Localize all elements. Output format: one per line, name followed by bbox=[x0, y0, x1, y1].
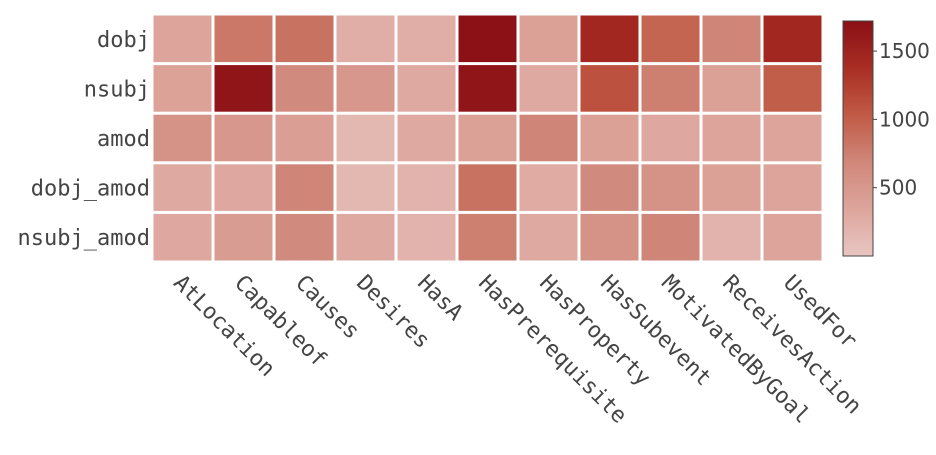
heatmap-cell-dobj_amod-Capableof bbox=[214, 164, 273, 211]
heatmap-cell-nsubj_amod-Desires bbox=[336, 213, 395, 261]
colorbar-tick-label: 500 bbox=[879, 176, 917, 200]
y-tick-label-nsubj: nsubj bbox=[84, 77, 150, 102]
heatmap-cell-dobj-Desires bbox=[336, 15, 395, 63]
heatmap-cell-dobj-ReceivesAction bbox=[702, 15, 761, 63]
heatmap-cell-dobj-HasA bbox=[397, 15, 456, 63]
x-tick-label-HasA: HasA bbox=[412, 271, 467, 326]
heatmap-cell-dobj-HasSubevent bbox=[580, 15, 639, 63]
colorbar-tick-label: 1000 bbox=[879, 107, 930, 131]
heatmap-cell-nsubj-AtLocation bbox=[153, 65, 212, 112]
heatmap-cell-amod-MotivatedByGoal bbox=[641, 114, 700, 162]
heatmap-cell-amod-UsedFor bbox=[763, 114, 822, 162]
heatmap-cell-nsubj_amod-UsedFor bbox=[763, 213, 822, 261]
heatmap-cell-amod-HasPrerequisite bbox=[458, 114, 517, 162]
heatmap-cells bbox=[153, 15, 822, 261]
heatmap-cell-dobj-Capableof bbox=[214, 15, 273, 63]
heatmap-cell-amod-Causes bbox=[275, 114, 334, 162]
heatmap-cell-dobj-UsedFor bbox=[763, 15, 822, 63]
heatmap-cell-dobj_amod-AtLocation bbox=[153, 164, 212, 211]
heatmap-cell-nsubj-MotivatedByGoal bbox=[641, 65, 700, 112]
y-axis-labels: dobj nsubj amod dobj_amod nsubj_amod bbox=[18, 28, 150, 251]
heatmap-cell-dobj-MotivatedByGoal bbox=[641, 15, 700, 63]
heatmap-cell-nsubj-Causes bbox=[275, 65, 334, 112]
colorbar: 500 1000 1500 bbox=[842, 20, 930, 257]
heatmap-cell-dobj_amod-MotivatedByGoal bbox=[641, 164, 700, 211]
heatmap-cell-dobj_amod-HasSubevent bbox=[580, 164, 639, 211]
heatmap-cell-nsubj_amod-HasProperty bbox=[519, 213, 578, 261]
heatmap-cell-dobj-AtLocation bbox=[153, 15, 212, 63]
heatmap-cell-nsubj_amod-HasPrerequisite bbox=[458, 213, 517, 261]
heatmap-cell-nsubj_amod-HasA bbox=[397, 213, 456, 261]
heatmap-cell-nsubj-Capableof bbox=[214, 65, 273, 112]
heatmap-cell-amod-ReceivesAction bbox=[702, 114, 761, 162]
heatmap-cell-dobj_amod-UsedFor bbox=[763, 164, 822, 211]
heatmap-cell-nsubj-HasProperty bbox=[519, 65, 578, 112]
colorbar-gradient bbox=[842, 20, 874, 257]
heatmap-cell-amod-HasSubevent bbox=[580, 114, 639, 162]
heatmap-cell-nsubj-UsedFor bbox=[763, 65, 822, 112]
heatmap-cell-dobj_amod-HasProperty bbox=[519, 164, 578, 211]
heatmap-cell-dobj_amod-Desires bbox=[336, 164, 395, 211]
heatmap-cell-nsubj-HasA bbox=[397, 65, 456, 112]
heatmap-cell-dobj_amod-ReceivesAction bbox=[702, 164, 761, 211]
heatmap-cell-nsubj_amod-MotivatedByGoal bbox=[641, 213, 700, 261]
heatmap-cell-dobj_amod-HasPrerequisite bbox=[458, 164, 517, 211]
heatmap-cell-dobj-HasPrerequisite bbox=[458, 15, 517, 63]
heatmap-cell-nsubj-HasSubevent bbox=[580, 65, 639, 112]
heatmap-cell-amod-HasProperty bbox=[519, 114, 578, 162]
heatmap-cell-nsubj_amod-Capableof bbox=[214, 213, 273, 261]
y-tick-label-dobj_amod: dobj_amod bbox=[31, 177, 150, 202]
heatmap-cell-nsubj_amod-HasSubevent bbox=[580, 213, 639, 261]
heatmap-cell-dobj-Causes bbox=[275, 15, 334, 63]
y-tick-label-amod: amod bbox=[97, 127, 150, 152]
colorbar-tick-label: 1500 bbox=[879, 39, 930, 63]
heatmap-cell-dobj_amod-HasA bbox=[397, 164, 456, 211]
heatmap-cell-amod-Desires bbox=[336, 114, 395, 162]
heatmap-cell-nsubj-ReceivesAction bbox=[702, 65, 761, 112]
heatmap-cell-dobj-HasProperty bbox=[519, 15, 578, 63]
y-tick-label-nsubj_amod: nsubj_amod bbox=[18, 226, 150, 251]
heatmap-cell-nsubj_amod-ReceivesAction bbox=[702, 213, 761, 261]
heatmap-cell-amod-AtLocation bbox=[153, 114, 212, 162]
heatmap-cell-nsubj_amod-Causes bbox=[275, 213, 334, 261]
heatmap-cell-amod-HasA bbox=[397, 114, 456, 162]
heatmap-cell-nsubj_amod-AtLocation bbox=[153, 213, 212, 261]
heatmap-cell-nsubj-Desires bbox=[336, 65, 395, 112]
y-tick-label-dobj: dobj bbox=[97, 28, 150, 53]
heatmap-cell-nsubj-HasPrerequisite bbox=[458, 65, 517, 112]
heatmap-cell-amod-Capableof bbox=[214, 114, 273, 162]
heatmap-cell-dobj_amod-Causes bbox=[275, 164, 334, 211]
